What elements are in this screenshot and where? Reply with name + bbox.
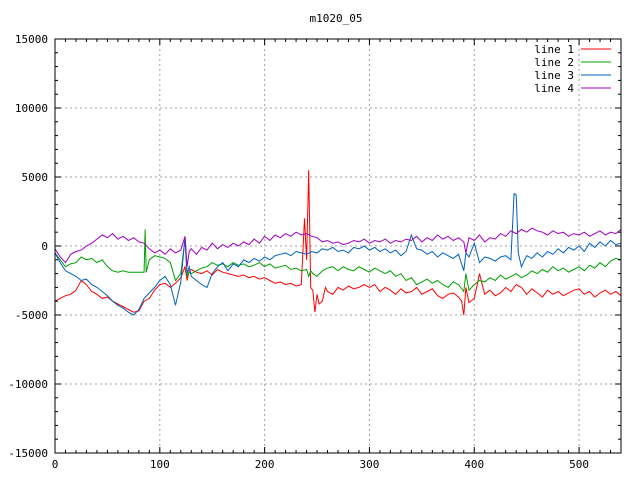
legend-label-1: line 1 [534,43,574,56]
plot-frame [54,38,622,454]
series-layer [54,170,622,316]
series-line-3 [54,192,622,316]
series-line-4 [54,227,622,267]
series-line-2 [54,229,622,293]
series-line-1 [54,170,622,316]
legend-label-3: line 3 [534,69,574,82]
x-tick-label: 400 [464,458,484,471]
y-tick-label: 15000 [15,33,48,46]
x-tick-label: 300 [360,458,380,471]
y-tick-label: -10000 [8,378,48,391]
y-tick-label: 5000 [22,171,49,184]
x-tick-label: 100 [150,458,170,471]
x-tick-label: 200 [255,458,275,471]
y-tick-label: -5000 [15,309,48,322]
y-tick-label: 0 [41,240,48,253]
y-tick-label: 10000 [15,102,48,115]
grid-lines [55,39,621,453]
y-tick-label: -15000 [8,447,48,460]
axes: 0 100 200 300 400 500 -15000 -10000 -5000 0 5000 10… [8,33,622,471]
x-tick-label: 0 [52,458,59,471]
chart-title: m1020_05 [310,12,363,25]
legend-label-2: line 2 [534,56,574,69]
x-tick-label: 500 [569,458,589,471]
legend-label-4: line 4 [534,82,574,95]
